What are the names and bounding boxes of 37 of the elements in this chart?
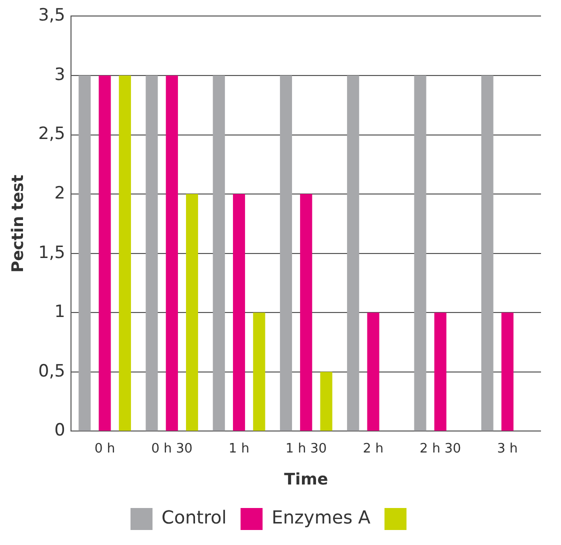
x-tick-label: 1 h xyxy=(228,441,250,456)
y-tick-label: 3,5 xyxy=(38,6,66,26)
bar xyxy=(166,75,178,431)
x-tick-label: 0 h xyxy=(94,441,116,456)
bar xyxy=(320,372,332,431)
bar xyxy=(186,194,198,431)
y-axis-title: Pectin test xyxy=(8,174,27,273)
bar xyxy=(98,75,111,431)
bar xyxy=(253,312,266,431)
legend-label: Control xyxy=(162,508,227,529)
bar xyxy=(232,194,246,431)
legend-label: Enzymes A xyxy=(272,508,372,529)
bar xyxy=(414,75,426,431)
bar xyxy=(434,312,446,431)
bar xyxy=(347,75,360,431)
y-tick-label: 2,5 xyxy=(38,124,66,144)
bar xyxy=(481,75,494,431)
x-tick-label: 0 h 30 xyxy=(151,441,193,456)
y-tick-label: 2 xyxy=(54,183,66,204)
bar xyxy=(146,75,158,431)
y-tick-label: 0,5 xyxy=(38,361,66,382)
bar xyxy=(300,194,312,431)
bar xyxy=(367,312,380,431)
bar xyxy=(118,75,131,431)
x-tick-label: 2 h 30 xyxy=(420,441,461,456)
bar xyxy=(501,312,514,431)
bar xyxy=(212,75,225,431)
y-tick-label: 1,5 xyxy=(38,242,66,263)
y-tick-label: 1 xyxy=(54,302,66,322)
x-tick-label: 1 h 30 xyxy=(285,441,327,456)
x-axis-title: Time xyxy=(284,470,328,489)
bar xyxy=(280,75,292,431)
y-tick-label: 3 xyxy=(54,64,66,85)
x-tick-label: 3 h xyxy=(497,441,518,456)
y-tick-label: 0 xyxy=(54,420,66,441)
x-tick-label: 2 h xyxy=(362,441,384,456)
bar xyxy=(78,75,91,431)
